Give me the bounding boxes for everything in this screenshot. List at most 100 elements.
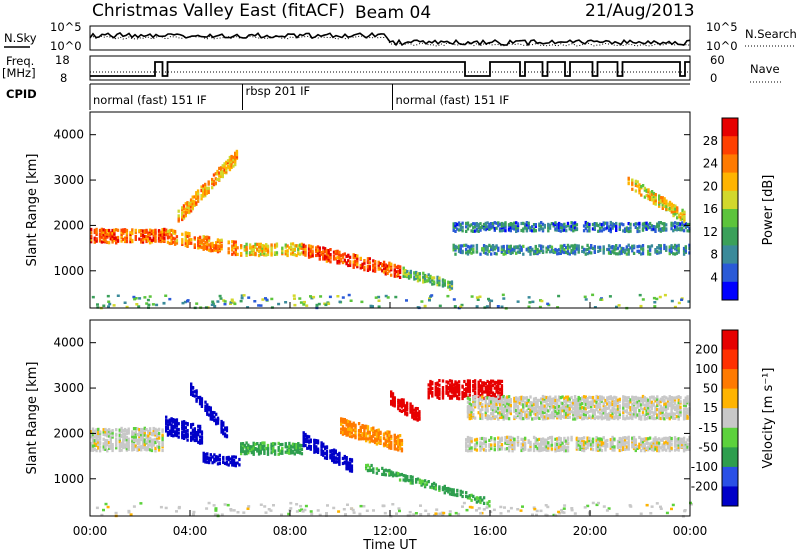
- heatmap-cell: [511, 445, 514, 449]
- heatmap-cell: [154, 238, 157, 243]
- heatmap-cell: [645, 446, 648, 450]
- heatmap-cell: [90, 238, 93, 242]
- heatmap-cell: [532, 416, 536, 421]
- heatmap-cell: [672, 229, 675, 233]
- heatmap-cell: [177, 427, 180, 432]
- heatmap-cell: [500, 404, 504, 408]
- heatmap-cell: [615, 228, 618, 232]
- heatmap-cell: [363, 265, 366, 269]
- heatmap-cell: [228, 158, 232, 163]
- heatmap-cell: [615, 399, 618, 403]
- heatmap-cell: [481, 398, 484, 402]
- heatmap-cell: [648, 396, 652, 400]
- heatmap-cell: [302, 250, 305, 254]
- heatmap-cell: [293, 448, 296, 452]
- heatmap-cell: [186, 239, 189, 243]
- heatmap-cell: [450, 488, 454, 492]
- heatmap-cell: [673, 225, 677, 229]
- heatmap-cell: [204, 241, 207, 245]
- heatmap-cell: [507, 439, 511, 443]
- heatmap-cell: [195, 193, 198, 197]
- heatmap-cell: [532, 444, 536, 448]
- heatmap-cell: [166, 234, 170, 238]
- heatmap-cell: [609, 230, 612, 234]
- heatmap-cell: [598, 441, 602, 445]
- heatmap-cell: [397, 442, 400, 446]
- heatmap-cell: [477, 223, 480, 227]
- heatmap-cell: [475, 222, 479, 226]
- heatmap-cell: [522, 229, 525, 233]
- heatmap-cell: [677, 400, 680, 404]
- heatmap-cell: [602, 223, 605, 227]
- heatmap-cell: [136, 445, 139, 450]
- heatmap-cell: [493, 247, 496, 251]
- heatmap-cell: [563, 447, 566, 451]
- heatmap-cell: [209, 249, 212, 253]
- heatmap-cell: [593, 245, 596, 249]
- heatmap-cell: [668, 208, 672, 212]
- heatmap-cell: [154, 441, 157, 445]
- heatmap-cell: [140, 240, 143, 244]
- heatmap-cell: [318, 250, 321, 254]
- heatmap-cell: [357, 433, 361, 437]
- heatmap-cell: [552, 399, 555, 403]
- heatmap-cell: [127, 429, 130, 433]
- heatmap-cell: [597, 440, 600, 444]
- heatmap-cell: [456, 394, 459, 398]
- heatmap-cell: [213, 304, 217, 308]
- heatmap-cell: [122, 439, 125, 443]
- heatmap-cell: [256, 247, 259, 251]
- heatmap-cell: [298, 252, 302, 256]
- heatmap-cell: [313, 441, 316, 445]
- heatmap-cell: [666, 406, 670, 410]
- heatmap-cell: [595, 400, 598, 404]
- heatmap-cell: [661, 206, 664, 210]
- heatmap-cell: [500, 393, 504, 397]
- heatmap-cell: [490, 446, 493, 451]
- heatmap-cell: [231, 252, 234, 256]
- heatmap-cell: [495, 380, 498, 385]
- heatmap-cell: [497, 400, 500, 404]
- heatmap-cell: [566, 249, 570, 253]
- heatmap-cell: [211, 249, 214, 253]
- heatmap-cell: [559, 410, 562, 415]
- heatmap-cell: [423, 485, 427, 489]
- heatmap-cell: [241, 449, 245, 453]
- heatmap-cell: [100, 227, 104, 231]
- heatmap-cell: [183, 300, 187, 304]
- heatmap-cell: [622, 414, 625, 418]
- heatmap-cell: [293, 442, 296, 447]
- heatmap-cell: [504, 250, 507, 254]
- heatmap-cell: [627, 396, 630, 400]
- heatmap-cell: [657, 402, 661, 406]
- heatmap-cell: [488, 387, 491, 391]
- heatmap-cell: [502, 244, 505, 249]
- heatmap-cell: [534, 251, 537, 255]
- heatmap-cell: [166, 236, 170, 240]
- heatmap-cell: [111, 231, 114, 235]
- heatmap-cell: [104, 229, 107, 233]
- heatmap-cell: [354, 431, 357, 435]
- heatmap-cell: [556, 228, 559, 232]
- heatmap-cell: [357, 429, 361, 433]
- heatmap-cell: [566, 243, 570, 247]
- heatmap-cell: [641, 394, 645, 399]
- heatmap-cell: [106, 240, 109, 244]
- heatmap-cell: [684, 448, 687, 452]
- heatmap-cell: [550, 403, 554, 407]
- heatmap-cell: [250, 252, 254, 256]
- heatmap-cell: [166, 419, 170, 423]
- heatmap-cell: [622, 247, 625, 251]
- heatmap-cell: [379, 439, 382, 443]
- heatmap-cell: [518, 410, 521, 415]
- heatmap-cell: [438, 391, 441, 395]
- heatmap-cell: [341, 427, 345, 432]
- heatmap-cell: [557, 404, 561, 409]
- heatmap-cell: [582, 408, 586, 412]
- heatmap-cell: [656, 251, 659, 255]
- heatmap-cell: [679, 222, 682, 226]
- heatmap-cell: [352, 421, 355, 425]
- heatmap-cell: [207, 180, 210, 184]
- heatmap-cell: [554, 413, 557, 417]
